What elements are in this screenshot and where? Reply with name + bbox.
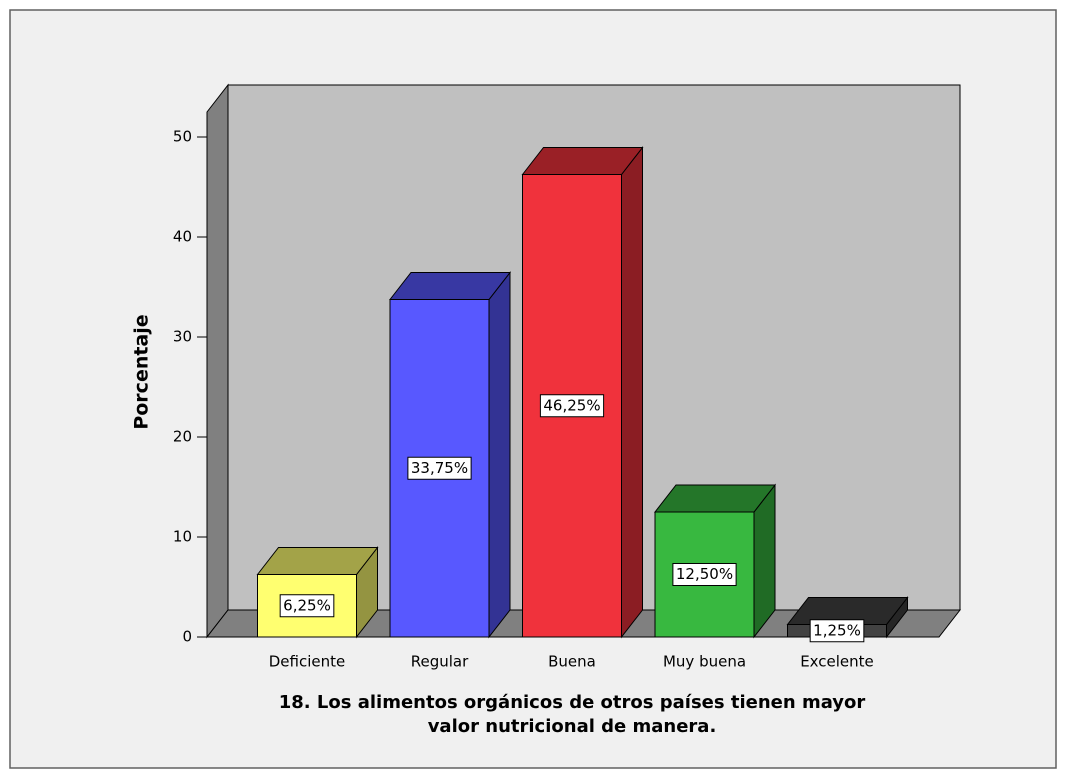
bar-top <box>653 484 777 513</box>
x-tick-label: Buena <box>548 653 596 671</box>
x-axis-label: 18. Los alimentos orgánicos de otros paí… <box>279 692 866 713</box>
y-tick-label: 50 <box>173 128 192 146</box>
bar-side <box>621 146 643 639</box>
y-axis-label: Porcentaje <box>131 314 153 429</box>
x-tick-label: Muy buena <box>663 653 746 671</box>
y-tick-label: 40 <box>173 228 192 246</box>
data-label-box <box>672 563 737 586</box>
data-label-box <box>407 456 472 480</box>
data-label: 33,75% <box>411 459 468 477</box>
data-label-box <box>279 594 335 618</box>
data-label-box <box>809 619 865 643</box>
data-label: 6,25% <box>283 596 331 614</box>
data-label: 1,25% <box>813 621 861 639</box>
y-tick-label: 10 <box>173 528 192 546</box>
bar-side <box>488 271 511 639</box>
x-tick-label: Deficiente <box>269 653 346 671</box>
bar-top <box>521 147 644 175</box>
x-axis-label: valor nutricional de manera. <box>428 716 717 737</box>
x-tick-label: Regular <box>411 653 469 671</box>
data-label: 46,25% <box>543 396 600 414</box>
bar-top <box>256 547 379 575</box>
left-wall <box>206 83 229 639</box>
data-label: 12,50% <box>676 565 733 583</box>
y-tick-label: 0 <box>182 628 192 646</box>
x-tick-label: Excelente <box>800 653 874 671</box>
y-tick-label: 30 <box>173 328 192 346</box>
data-label-box <box>539 394 605 418</box>
bar-top <box>388 272 512 300</box>
y-tick-label: 20 <box>173 428 192 446</box>
